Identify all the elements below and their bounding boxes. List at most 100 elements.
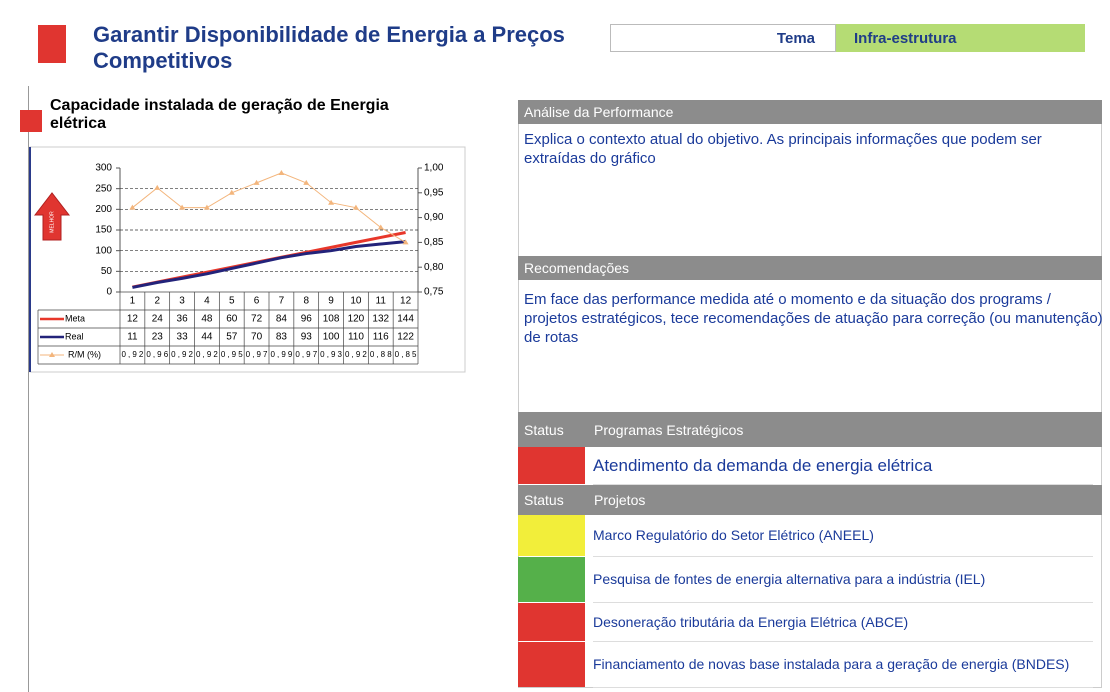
legend-label: Meta [65, 313, 85, 323]
data-label: 23 [152, 332, 164, 343]
data-label: 44 [201, 332, 213, 343]
data-label: 48 [201, 314, 213, 325]
item-label: Atendimento da demanda de energia elétri… [593, 447, 1093, 485]
data-label: 72 [251, 314, 263, 325]
data-label: 12 [127, 314, 139, 325]
x-tick-label: 2 [154, 296, 160, 307]
data-label: 60 [226, 314, 238, 325]
status-indicator [518, 642, 585, 687]
x-tick-label: 10 [350, 296, 362, 307]
data-label: 36 [177, 314, 189, 325]
y-tick-label: 100 [95, 245, 112, 256]
data-label: 0,92 [171, 350, 193, 359]
point-marker [352, 204, 359, 210]
analysis-text: Explica o contexto atual do objetivo. As… [524, 131, 1042, 167]
section-header: Status Projetos [518, 485, 1102, 515]
data-label: 24 [152, 314, 164, 325]
point-marker [253, 179, 260, 185]
data-label: 0,99 [271, 350, 293, 359]
y-tick-label: 0 [106, 287, 112, 298]
data-label: 100 [323, 332, 340, 343]
data-label: 11 [127, 332, 138, 343]
x-tick-label: 6 [254, 296, 260, 307]
data-label: 0,92 [122, 350, 144, 359]
series-line [132, 240, 406, 289]
data-label: 0,88 [370, 350, 392, 359]
data-label: 0,97 [246, 350, 268, 359]
left-border [28, 86, 29, 692]
chart-status-square [20, 110, 42, 132]
point-marker [228, 189, 235, 195]
x-tick-label: 3 [179, 296, 185, 307]
point-marker [179, 204, 186, 210]
item-label: Financiamento de novas base instalada pa… [593, 642, 1093, 688]
data-label: 96 [301, 314, 313, 325]
x-tick-label: 7 [279, 296, 285, 307]
point-marker [129, 204, 136, 210]
x-tick-label: 8 [303, 296, 309, 307]
chart-title: Capacidade instalada de geração de Energ… [50, 97, 389, 132]
status-indicator [518, 603, 585, 641]
recommendations-text: Em face das performance medida até o mom… [524, 291, 1103, 346]
data-label: 83 [276, 332, 288, 343]
data-label: 0,93 [320, 350, 342, 359]
data-label: 33 [177, 332, 189, 343]
item-label: Marco Regulatório do Setor Elétrico (ANE… [593, 515, 1093, 557]
section-header: Análise da Performance [518, 100, 1102, 124]
section-title: Projetos [594, 492, 646, 508]
x-tick-label: 9 [328, 296, 334, 307]
annotation: MELHOR [49, 211, 55, 233]
data-label: 132 [372, 314, 389, 325]
data-label: 120 [348, 314, 365, 325]
data-label: 93 [301, 332, 313, 343]
point-marker [328, 199, 335, 205]
status-indicator [518, 557, 585, 602]
section-header: Status Programas Estratégicos [518, 412, 1102, 447]
y2-tick-label: 0,95 [424, 187, 444, 198]
y-tick-label: 300 [95, 163, 112, 174]
x-tick-label: 1 [130, 296, 136, 307]
status-indicator [518, 515, 585, 556]
legend-label: R/M (%) [68, 349, 101, 359]
y2-tick-label: 0,75 [424, 287, 444, 298]
data-label: 0,97 [295, 350, 317, 359]
point-marker [278, 169, 285, 175]
x-tick-label: 4 [204, 296, 210, 307]
y-tick-label: 50 [101, 266, 113, 277]
point-marker [377, 224, 384, 230]
data-label: 84 [276, 314, 288, 325]
x-tick-label: 12 [400, 296, 412, 307]
better-arrow [33, 192, 71, 241]
data-label: 0,96 [146, 350, 168, 359]
theme: Infra-estrutura [836, 24, 1085, 52]
section-title: Programas Estratégicos [594, 421, 744, 438]
status-indicator [518, 447, 585, 484]
data-label: 57 [226, 332, 238, 343]
point-marker [402, 239, 409, 245]
y-tick-label: 250 [95, 183, 112, 194]
chart: 0 50 100 150 200 250 300 0,75 0,80 0,85 0,90 0,95 1,… [29, 146, 466, 373]
data-label: 70 [251, 332, 263, 343]
data-label: 0,92 [345, 350, 367, 359]
data-label: 0,92 [196, 350, 218, 359]
x-tick-label: 5 [229, 296, 235, 307]
page-title: Garantir Disponibilidade de Energia a Pr… [93, 22, 565, 73]
item-label: Desoneração tributária da Energia Elétri… [593, 603, 1093, 642]
y2-tick-label: 0,85 [424, 237, 444, 248]
data-label: 122 [397, 332, 414, 343]
point-marker [154, 184, 161, 190]
y-tick-label: 200 [95, 204, 112, 215]
y2-tick-label: 0,80 [424, 262, 444, 273]
y-tick-label: 150 [95, 225, 112, 236]
point-marker [203, 204, 210, 210]
theme-label: Tema [610, 24, 836, 52]
y2-tick-label: 1,00 [424, 163, 444, 174]
data-label: 110 [348, 332, 364, 343]
x-tick-label: 11 [376, 296, 387, 307]
y2-tick-label: 0,90 [424, 212, 444, 223]
status-label: Status [524, 421, 564, 438]
series-line [132, 172, 406, 243]
item-label: Pesquisa de fontes de energia alternativ… [593, 557, 1093, 603]
data-label: 116 [373, 332, 389, 343]
